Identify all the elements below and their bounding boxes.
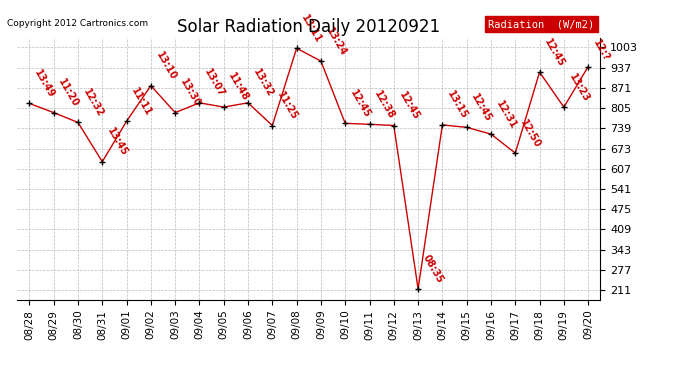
Text: 13:15: 13:15 bbox=[445, 89, 469, 121]
Text: 12:38: 12:38 bbox=[373, 88, 397, 121]
Text: 08:35: 08:35 bbox=[421, 254, 445, 285]
Text: 13:23: 13:23 bbox=[566, 72, 591, 104]
Text: 11:20: 11:20 bbox=[57, 77, 81, 109]
Text: Radiation  (W/m2): Radiation (W/m2) bbox=[489, 19, 595, 29]
Text: 11:48: 11:48 bbox=[226, 72, 251, 104]
Text: 13:07: 13:07 bbox=[202, 67, 226, 99]
Text: 12:45: 12:45 bbox=[348, 88, 373, 120]
Title: Solar Radiation Daily 20120921: Solar Radiation Daily 20120921 bbox=[177, 18, 440, 36]
Text: 13:49: 13:49 bbox=[32, 68, 57, 100]
Text: 13:24: 13:24 bbox=[324, 26, 348, 57]
Text: 13:30: 13:30 bbox=[178, 77, 202, 109]
Text: 11:25: 11:25 bbox=[275, 90, 299, 122]
Text: 13:45: 13:45 bbox=[105, 126, 129, 158]
Text: 12:31: 12:31 bbox=[494, 99, 518, 130]
Text: 13:11: 13:11 bbox=[299, 13, 324, 45]
Text: 12:45: 12:45 bbox=[542, 37, 566, 69]
Text: 11:11: 11:11 bbox=[130, 86, 154, 117]
Text: 12:45: 12:45 bbox=[470, 92, 494, 124]
Text: Copyright 2012 Cartronics.com: Copyright 2012 Cartronics.com bbox=[7, 19, 148, 28]
Text: 13:10: 13:10 bbox=[154, 50, 178, 82]
Text: 12:?: 12:? bbox=[591, 38, 611, 63]
Text: 12:45: 12:45 bbox=[397, 90, 421, 122]
Text: 12:32: 12:32 bbox=[81, 87, 105, 119]
Text: 13:32: 13:32 bbox=[251, 67, 275, 99]
Text: 12:50: 12:50 bbox=[518, 118, 542, 149]
